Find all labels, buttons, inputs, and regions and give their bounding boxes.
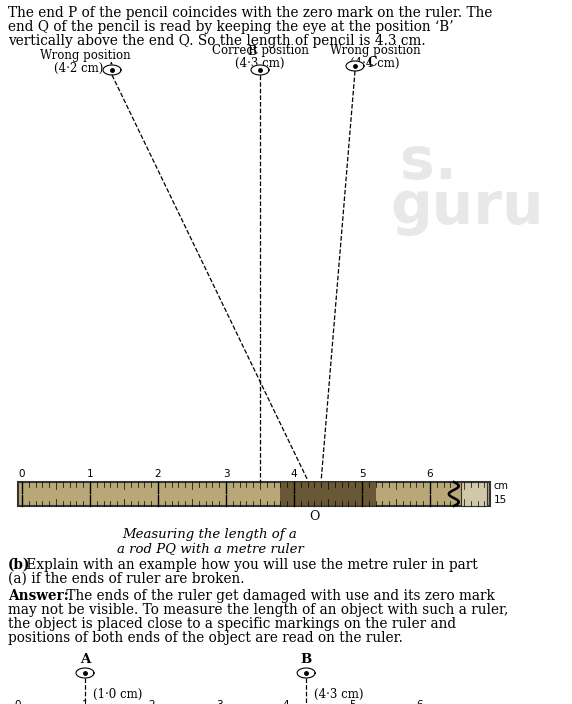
Text: B: B [247, 45, 257, 58]
Text: 15: 15 [494, 495, 507, 505]
Polygon shape [76, 668, 94, 678]
Text: end Q of the pencil is read by keeping the eye at the position ‘B’: end Q of the pencil is read by keeping t… [8, 20, 454, 34]
Text: may not be visible. To measure the length of an object with such a ruler,: may not be visible. To measure the lengt… [8, 603, 509, 617]
Text: 4: 4 [283, 700, 289, 704]
Text: 1: 1 [87, 469, 93, 479]
Text: (4·2 cm) A: (4·2 cm) A [54, 62, 116, 75]
Text: Explain with an example how you will use the metre ruler in part: Explain with an example how you will use… [22, 558, 478, 572]
Text: (4·3 cm): (4·3 cm) [314, 688, 364, 701]
Text: 6: 6 [416, 700, 423, 704]
Text: The end P of the pencil coincides with the zero mark on the ruler. The: The end P of the pencil coincides with t… [8, 6, 492, 20]
Text: (1·0 cm): (1·0 cm) [93, 688, 142, 701]
Text: 3: 3 [216, 700, 223, 704]
Polygon shape [297, 668, 315, 678]
Text: (a) if the ends of ruler are broken.: (a) if the ends of ruler are broken. [8, 572, 244, 586]
Text: 6: 6 [427, 469, 434, 479]
Text: (4·3 cm): (4·3 cm) [235, 57, 285, 70]
Text: 4: 4 [291, 469, 297, 479]
Text: Answer:: Answer: [8, 589, 69, 603]
Text: B: B [300, 653, 312, 666]
Text: 2: 2 [154, 469, 161, 479]
Text: A: A [80, 653, 90, 666]
Bar [18, 482, 490, 506]
Text: vertically above the end Q. So the length of pencil is 4.3 cm.: vertically above the end Q. So the lengt… [8, 34, 426, 48]
Text: positions of both ends of the object are read on the ruler.: positions of both ends of the object are… [8, 631, 403, 645]
Text: a rod PQ with a metre ruler: a rod PQ with a metre ruler [117, 542, 303, 555]
Text: 0: 0 [19, 469, 25, 479]
Polygon shape [346, 61, 364, 71]
Bar [280, 482, 376, 506]
Text: (b): (b) [8, 558, 30, 572]
Bar [461, 482, 487, 506]
Polygon shape [103, 65, 121, 75]
Text: Correct position: Correct position [212, 44, 308, 57]
Text: cm: cm [494, 481, 509, 491]
Text: (4·4 cm): (4·4 cm) [350, 57, 400, 70]
Text: 5: 5 [349, 700, 356, 704]
Text: Wrong position: Wrong position [329, 44, 420, 57]
Text: the object is placed close to a specific markings on the ruler and: the object is placed close to a specific… [8, 617, 456, 631]
Text: Measuring the length of a: Measuring the length of a [122, 528, 297, 541]
Text: Wrong position: Wrong position [39, 49, 130, 62]
Text: 2: 2 [149, 700, 156, 704]
Text: 3: 3 [223, 469, 229, 479]
Text: 0: 0 [15, 700, 21, 704]
Text: C: C [367, 56, 376, 68]
Text: s.: s. [400, 134, 457, 191]
Text: guru: guru [390, 179, 543, 236]
Text: 1: 1 [82, 700, 88, 704]
Text: 5: 5 [359, 469, 366, 479]
Text: The ends of the ruler get damaged with use and its zero mark: The ends of the ruler get damaged with u… [62, 589, 495, 603]
Polygon shape [251, 65, 269, 75]
Text: O: O [309, 510, 320, 523]
